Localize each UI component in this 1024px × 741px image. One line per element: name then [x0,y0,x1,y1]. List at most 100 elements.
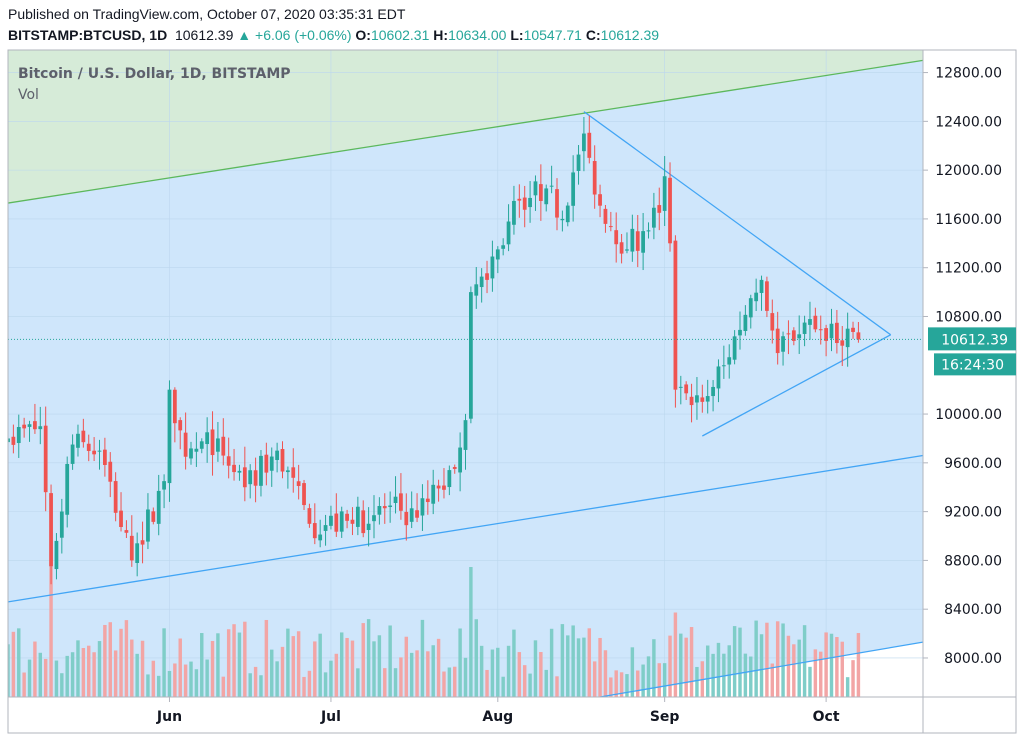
volume-bar [103,624,107,697]
volume-bar [97,641,102,697]
candle-body [11,436,16,445]
volume-bar [544,669,548,697]
volume-bar [361,623,365,697]
volume-bar [781,623,785,697]
candle-body [38,426,43,430]
volume-bar [22,672,26,697]
candle-body [495,249,500,260]
volume-bar [92,652,96,697]
candle-body [22,424,27,429]
volume-bar [248,673,252,697]
candle-body [808,319,812,325]
candle-body [113,481,118,513]
volume-bar [555,676,559,697]
y-tick-label: 11600.00 [935,212,1002,228]
volume-bar [657,663,661,697]
candle-body [463,420,468,450]
candle-body [366,523,371,530]
volume-bar [592,661,597,697]
volume-bar [792,644,796,697]
volume-bar [775,621,780,697]
volume-bar [754,620,758,697]
candle-body [404,511,409,526]
candle-body [840,340,845,346]
volume-bar [469,567,473,697]
volume-bar [33,641,37,697]
candle-body [856,332,861,340]
candle-body [350,519,355,524]
candle-body [151,511,156,522]
candle-body [829,323,834,339]
volume-bar [808,666,812,697]
volume-bar [409,652,414,697]
price-tag-box [928,327,1016,351]
volume-bar [270,649,274,697]
candle-body [834,322,839,344]
volume-bar [684,637,688,697]
candle-body [582,133,586,152]
volume-bar [108,622,112,697]
volume-bar [582,637,586,697]
candle-body [205,432,210,445]
volume-bar [835,637,839,697]
volume-bar [566,635,570,697]
volume-bar [829,633,834,697]
volume-bar [350,640,355,697]
volume-bar [576,638,581,697]
volume-bar [431,645,435,697]
candle-body [571,172,576,206]
volume-bar [49,567,53,697]
candle-body [474,284,479,296]
volume-bar [399,657,403,697]
volume-bar [598,637,602,697]
trendline-upper-channel [8,59,923,204]
candle-body [382,506,387,509]
volume-bar [27,659,32,697]
candle-body [172,389,177,424]
candle-body [183,432,188,457]
candle-body [754,292,759,302]
volume-bar [232,624,236,697]
candle-body [221,436,226,456]
candle-body [517,198,522,201]
candle-body [194,448,199,452]
candle-body [420,498,425,516]
volume-bar [130,639,134,697]
candle-body [684,384,689,394]
candle-body [818,329,823,331]
candle-body [603,208,608,224]
candle-body [738,329,742,336]
candle-body [431,484,436,504]
candle-body [775,328,780,354]
candle-body [533,181,538,196]
volume-bar [420,619,425,697]
candle-body [388,505,393,508]
volume-bar [845,677,850,697]
symbol-label: BITSTAMP:BTCUSD, 1D [8,27,168,43]
candle-body [312,523,317,539]
volume-bar [522,665,527,697]
channel-fill [8,60,923,697]
candle-body [781,336,785,352]
candle-body [189,448,193,459]
y-tick-label: 8800.00 [944,553,1002,569]
trendline-lower-channel [8,454,923,603]
candle-body [673,240,678,390]
volume-bar [205,659,209,697]
volume-bar [743,653,748,697]
countdown-value: 16:24:30 [941,357,1004,373]
volume-bar [65,655,69,697]
countdown-box [934,353,1016,376]
candle-body [468,292,473,419]
last-price: 10612.39 [174,27,234,43]
volume-bar [485,669,489,697]
volume-bar [302,676,306,697]
volume-bar [652,639,656,697]
volume-bar [770,663,775,697]
candle-body [442,485,446,490]
candle-body [619,242,624,254]
volume-bar [259,675,263,697]
volume-bar [528,673,532,697]
volume-bar [189,661,193,697]
